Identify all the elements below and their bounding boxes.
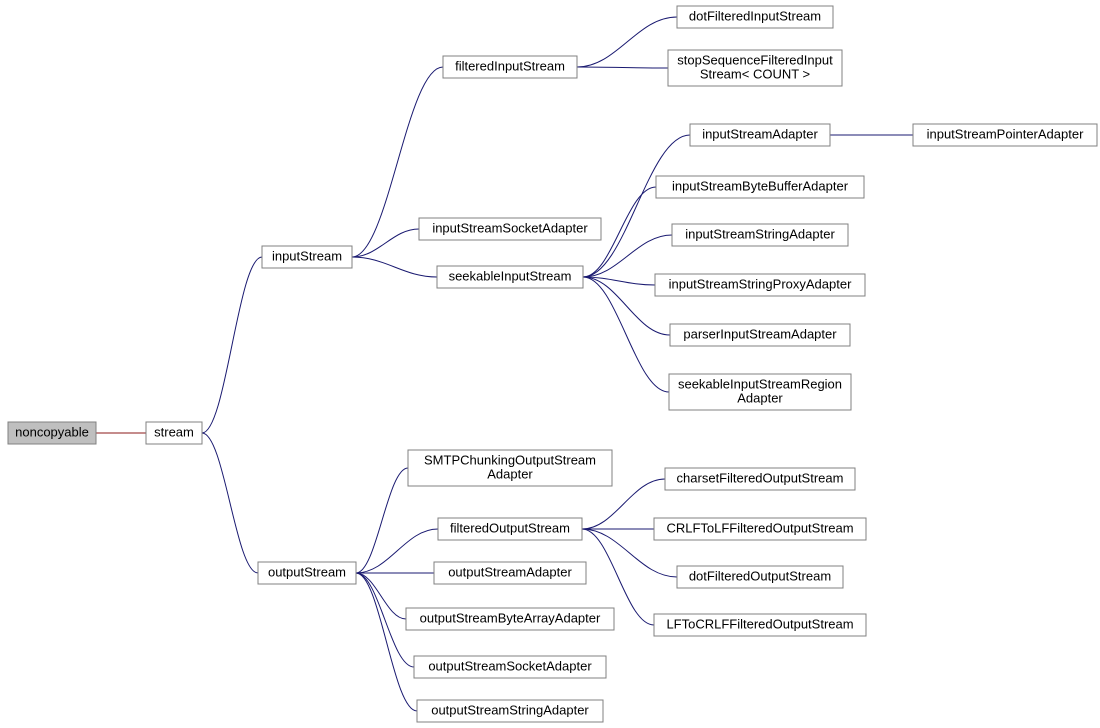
- edge-filteredOutputStream-to-outputStream: [356, 529, 438, 573]
- node-outputStream[interactable]: outputStream: [258, 562, 356, 584]
- edge-inputStream-to-stream: [202, 257, 262, 433]
- edge-outputStream-to-stream: [202, 433, 258, 573]
- edge-dotFilteredInputStream-to-filteredInputStream: [577, 17, 677, 67]
- node-parserInputStreamAdapter[interactable]: parserInputStreamAdapter: [670, 324, 850, 346]
- node-charsetFilteredOutputStream[interactable]: charsetFilteredOutputStream: [665, 468, 855, 490]
- edge-seekableInputStream-to-inputStream: [352, 257, 437, 277]
- node-inputStreamByteBufferAdapter[interactable]: inputStreamByteBufferAdapter: [656, 176, 864, 198]
- node-CRLFToLFFilteredOutputStream[interactable]: CRLFToLFFilteredOutputStream: [654, 518, 866, 540]
- node-filteredInputStream[interactable]: filteredInputStream: [443, 56, 577, 78]
- edge-outputStreamSocketAdapter-to-outputStream: [356, 573, 414, 667]
- edge-stopSequenceFilteredInputStream-to-filteredInputStream: [577, 67, 668, 68]
- node-noncopyable[interactable]: noncopyable: [8, 422, 96, 444]
- node-seekableInputStreamRegionAdapter[interactable]: seekableInputStreamRegionAdapter: [669, 374, 851, 410]
- node-stopSequenceFilteredInputStream[interactable]: stopSequenceFilteredInputStream< COUNT >: [668, 50, 842, 86]
- node-stream[interactable]: stream: [146, 422, 202, 444]
- node-inputStreamSocketAdapter[interactable]: inputStreamSocketAdapter: [419, 218, 601, 240]
- node-LFToCRLFFilteredOutputStream[interactable]: LFToCRLFFilteredOutputStream: [654, 614, 866, 636]
- node-seekableInputStream[interactable]: seekableInputStream: [437, 266, 583, 288]
- node-dotFilteredOutputStream[interactable]: dotFilteredOutputStream: [677, 566, 843, 588]
- edge-inputStreamSocketAdapter-to-inputStream: [352, 229, 419, 257]
- node-inputStreamStringProxyAdapter[interactable]: inputStreamStringProxyAdapter: [655, 274, 865, 296]
- node-outputStreamAdapter[interactable]: outputStreamAdapter: [434, 562, 586, 584]
- edge-inputStreamAdapter-to-seekableInputStream: [583, 135, 690, 277]
- node-dotFilteredInputStream[interactable]: dotFilteredInputStream: [677, 6, 833, 28]
- node-inputStreamPointerAdapter[interactable]: inputStreamPointerAdapter: [913, 124, 1097, 146]
- node-SMTPChunkingOutputStreamAdapter[interactable]: SMTPChunkingOutputStreamAdapter: [408, 450, 612, 486]
- edge-outputStreamStringAdapter-to-outputStream: [356, 573, 417, 711]
- node-filteredOutputStream[interactable]: filteredOutputStream: [438, 518, 582, 540]
- node-inputStreamAdapter[interactable]: inputStreamAdapter: [690, 124, 830, 146]
- inheritance-graph: noncopyable stream inputStream outputStream…: [0, 0, 1100, 728]
- node-inputStream[interactable]: inputStream: [262, 246, 352, 268]
- edge-outputStreamByteArrayAdapter-to-outputStream: [356, 573, 406, 619]
- node-outputStreamByteArrayAdapter[interactable]: outputStreamByteArrayAdapter: [406, 608, 614, 630]
- node-outputStreamStringAdapter[interactable]: outputStreamStringAdapter: [417, 700, 603, 722]
- node-inputStreamStringAdapter[interactable]: inputStreamStringAdapter: [672, 224, 848, 246]
- edge-SMTPChunkingOutputStreamAdapter-to-outputStream: [356, 468, 408, 573]
- node-outputStreamSocketAdapter[interactable]: outputStreamSocketAdapter: [414, 656, 606, 678]
